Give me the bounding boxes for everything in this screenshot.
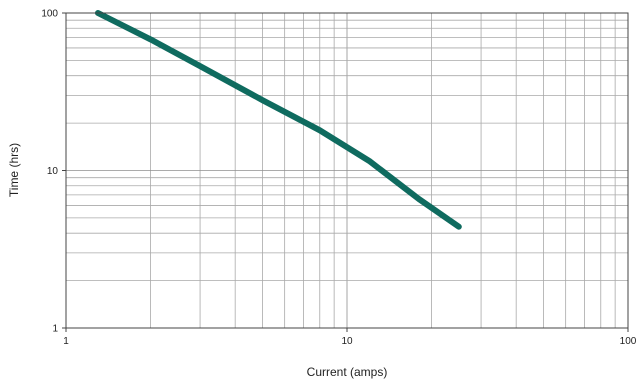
y-tick-label: 10 <box>47 166 59 177</box>
y-axis-label: Time (hrs) <box>7 143 21 197</box>
series-group <box>95 10 462 230</box>
y-tick-label: 1 <box>52 324 58 335</box>
y-tick-label: 100 <box>41 9 58 20</box>
series-line <box>95 10 462 230</box>
grid <box>66 13 628 328</box>
x-tick-label: 10 <box>341 336 353 347</box>
axes: 1 10 100 1 10 100 <box>41 9 636 348</box>
x-tick-label: 100 <box>620 336 636 347</box>
x-axis-label: Current (amps) <box>307 365 388 379</box>
x-tick-label: 1 <box>63 336 69 347</box>
